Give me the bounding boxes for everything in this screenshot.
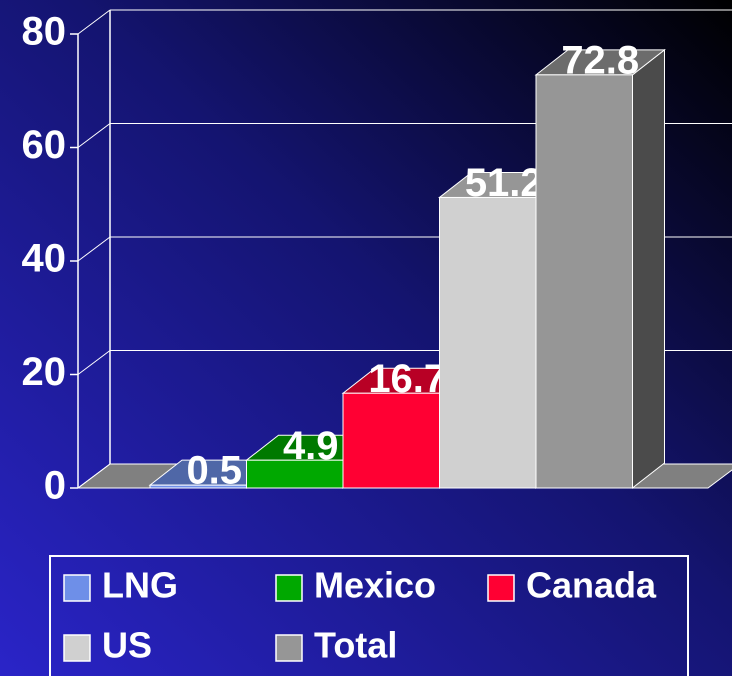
legend: LNG Mexico Canada US Total xyxy=(63,565,657,666)
bar xyxy=(439,196,537,489)
legend-box xyxy=(49,555,689,676)
y-tick-label: 60 xyxy=(22,123,67,167)
legend-swatch xyxy=(63,574,91,602)
legend-swatch xyxy=(63,634,91,662)
bar xyxy=(535,74,633,489)
legend-swatch xyxy=(487,574,515,602)
grid-line xyxy=(77,9,111,35)
data-label: 16.7 xyxy=(368,357,446,401)
bar-side xyxy=(632,48,665,490)
grid-line xyxy=(77,236,111,262)
grid-line xyxy=(77,123,111,148)
y-tick-label: 0 xyxy=(44,464,66,508)
legend-label: Total xyxy=(314,625,397,666)
bar xyxy=(342,392,440,489)
legend-label: US xyxy=(102,625,152,666)
data-label: 72.8 xyxy=(561,38,639,82)
data-label: 0.5 xyxy=(186,449,242,493)
grid-line xyxy=(77,350,111,375)
data-label: 51.2 xyxy=(465,161,543,205)
legend-label: Mexico xyxy=(314,565,436,606)
data-label: 4.9 xyxy=(283,424,339,468)
plot-area: 0 20 40 60 80 0.5 4.9 16.7 51.2 72.8 xyxy=(22,9,732,508)
legend-swatch xyxy=(275,574,303,602)
y-tick-label: 80 xyxy=(22,10,67,54)
y-tick-label: 40 xyxy=(22,237,67,281)
y-tick-label: 20 xyxy=(22,350,67,394)
legend-swatch xyxy=(275,634,303,662)
legend-label: Canada xyxy=(526,565,657,606)
bar xyxy=(246,459,344,489)
grid-line xyxy=(77,463,111,489)
legend-label: LNG xyxy=(102,565,178,606)
